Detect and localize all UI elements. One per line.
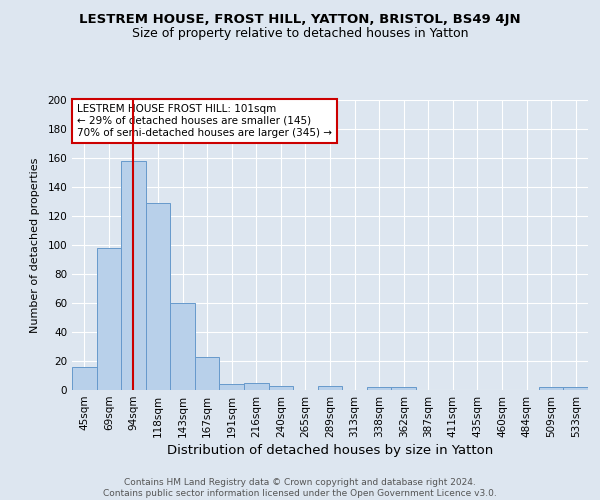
Bar [146, 203, 170, 390]
Bar [539, 387, 563, 390]
Text: Contains HM Land Registry data © Crown copyright and database right 2024.
Contai: Contains HM Land Registry data © Crown c… [103, 478, 497, 498]
Bar [195, 356, 220, 390]
Bar [391, 387, 416, 390]
Bar [97, 248, 121, 390]
Bar [220, 384, 244, 390]
Text: LESTREM HOUSE FROST HILL: 101sqm
← 29% of detached houses are smaller (145)
70% : LESTREM HOUSE FROST HILL: 101sqm ← 29% o… [77, 104, 332, 138]
Bar [72, 367, 97, 390]
Bar [367, 387, 391, 390]
Y-axis label: Number of detached properties: Number of detached properties [31, 158, 40, 332]
Bar [269, 386, 293, 390]
Bar [121, 161, 146, 390]
X-axis label: Distribution of detached houses by size in Yatton: Distribution of detached houses by size … [167, 444, 493, 457]
Bar [318, 386, 342, 390]
Text: Size of property relative to detached houses in Yatton: Size of property relative to detached ho… [132, 28, 468, 40]
Text: LESTREM HOUSE, FROST HILL, YATTON, BRISTOL, BS49 4JN: LESTREM HOUSE, FROST HILL, YATTON, BRIST… [79, 12, 521, 26]
Bar [244, 383, 269, 390]
Bar [170, 303, 195, 390]
Bar [563, 387, 588, 390]
